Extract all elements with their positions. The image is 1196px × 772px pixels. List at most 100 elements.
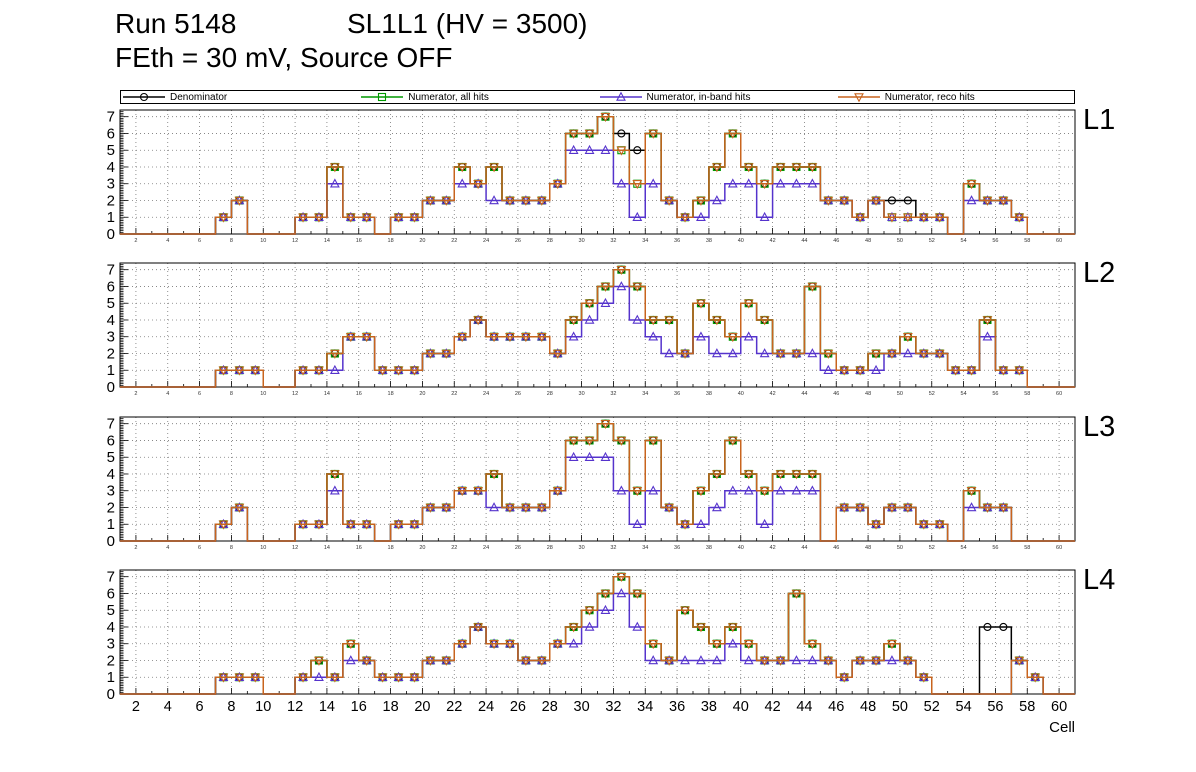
legend-item-in-band: Numerator, in-band hits (598, 91, 836, 103)
svg-text:2: 2 (107, 345, 115, 362)
svg-text:14: 14 (324, 238, 330, 244)
svg-text:52: 52 (929, 391, 935, 397)
legend-item-all-hits: Numerator, all hits (359, 91, 597, 103)
svg-text:38: 38 (701, 699, 717, 715)
svg-text:36: 36 (674, 391, 680, 397)
y-axis-ticks (120, 569, 128, 695)
svg-text:14: 14 (324, 391, 330, 397)
svg-text:28: 28 (542, 699, 558, 715)
svg-text:10: 10 (260, 238, 266, 244)
x-axis-title: Cell (1049, 719, 1075, 736)
svg-text:18: 18 (383, 699, 399, 715)
svg-text:16: 16 (356, 545, 362, 551)
svg-text:7: 7 (107, 109, 115, 126)
svg-text:1: 1 (107, 669, 115, 686)
svg-text:18: 18 (388, 238, 394, 244)
svg-text:32: 32 (610, 238, 616, 244)
svg-text:6: 6 (107, 432, 115, 449)
svg-text:24: 24 (483, 238, 489, 244)
all_hits-marker-icon (361, 92, 404, 102)
svg-text:3: 3 (107, 176, 115, 193)
svg-text:56: 56 (992, 238, 998, 244)
y-axis-ticks (120, 262, 128, 388)
series-reco-markers (218, 572, 1041, 683)
svg-text:60: 60 (1056, 391, 1062, 397)
svg-text:8: 8 (227, 699, 235, 715)
svg-text:2: 2 (134, 238, 137, 244)
svg-text:40: 40 (733, 699, 749, 715)
svg-text:56: 56 (992, 391, 998, 397)
svg-text:5: 5 (107, 449, 115, 466)
svg-text:60: 60 (1056, 238, 1062, 244)
svg-text:2: 2 (132, 699, 140, 715)
svg-text:7: 7 (107, 416, 115, 433)
svg-text:26: 26 (515, 391, 521, 397)
svg-text:58: 58 (1024, 545, 1030, 551)
svg-text:48: 48 (865, 238, 871, 244)
x-axis-labels: 2 4 6 8 10 12 14 16 18 20 22 24 26 28 30 32 34 36 38 40 42 44… (134, 238, 1062, 244)
svg-text:12: 12 (292, 545, 298, 551)
svg-text:44: 44 (801, 545, 807, 551)
svg-text:60: 60 (1056, 545, 1062, 551)
svg-text:46: 46 (833, 545, 839, 551)
svg-text:48: 48 (860, 699, 876, 715)
svg-text:6: 6 (107, 125, 115, 142)
legend-label: Numerator, all hits (408, 91, 489, 103)
svg-text:54: 54 (961, 391, 967, 397)
svg-text:4: 4 (166, 391, 169, 397)
legend-label: Numerator, reco hits (884, 91, 975, 103)
svg-text:8: 8 (230, 238, 233, 244)
svg-text:34: 34 (637, 699, 653, 715)
series-reco-markers (218, 112, 1025, 223)
svg-text:6: 6 (107, 585, 115, 602)
svg-text:32: 32 (610, 545, 616, 551)
svg-text:8: 8 (230, 391, 233, 397)
svg-text:3: 3 (107, 636, 115, 653)
svg-text:42: 42 (770, 238, 776, 244)
svg-text:14: 14 (324, 545, 330, 551)
svg-text:2: 2 (107, 192, 115, 209)
svg-text:32: 32 (610, 391, 616, 397)
svg-text:44: 44 (801, 391, 807, 397)
svg-text:40: 40 (738, 545, 744, 551)
svg-text:32: 32 (605, 699, 621, 715)
x-axis-ticks (119, 228, 1060, 234)
svg-text:3: 3 (107, 483, 115, 500)
svg-text:44: 44 (801, 238, 807, 244)
svg-text:4: 4 (107, 466, 115, 483)
svg-text:12: 12 (292, 238, 298, 244)
svg-text:2: 2 (134, 391, 137, 397)
svg-text:36: 36 (674, 545, 680, 551)
svg-text:1: 1 (107, 516, 115, 533)
legend: Denominator Numerator, all hits Numerato… (120, 90, 1075, 104)
svg-text:26: 26 (510, 699, 526, 715)
series-reco (120, 112, 1075, 235)
svg-text:40: 40 (738, 391, 744, 397)
svg-text:50: 50 (897, 545, 903, 551)
svg-text:52: 52 (929, 238, 935, 244)
svg-text:34: 34 (642, 545, 648, 551)
x-axis-labels: 2 4 6 8 10 12 14 16 18 20 22 24 26 28 30 32 34 36 38 40 42 44… (132, 699, 1067, 715)
svg-text:0: 0 (107, 533, 115, 550)
svg-text:4: 4 (164, 699, 172, 715)
svg-text:16: 16 (356, 391, 362, 397)
in_band-marker-icon (599, 91, 642, 101)
svg-text:5: 5 (107, 602, 115, 619)
svg-text:58: 58 (1024, 391, 1030, 397)
svg-text:48: 48 (865, 391, 871, 397)
svg-text:42: 42 (765, 699, 781, 715)
svg-text:18: 18 (388, 545, 394, 551)
layer-label-l3: L3 (1083, 411, 1116, 443)
svg-text:52: 52 (929, 545, 935, 551)
svg-text:14: 14 (319, 699, 335, 715)
legend-item-reco: Numerator, reco hits (836, 91, 1074, 103)
svg-text:28: 28 (547, 391, 553, 397)
conditions-title: FEth = 30 mV, Source OFF (115, 42, 453, 73)
svg-text:10: 10 (260, 391, 266, 397)
svg-text:54: 54 (961, 545, 967, 551)
